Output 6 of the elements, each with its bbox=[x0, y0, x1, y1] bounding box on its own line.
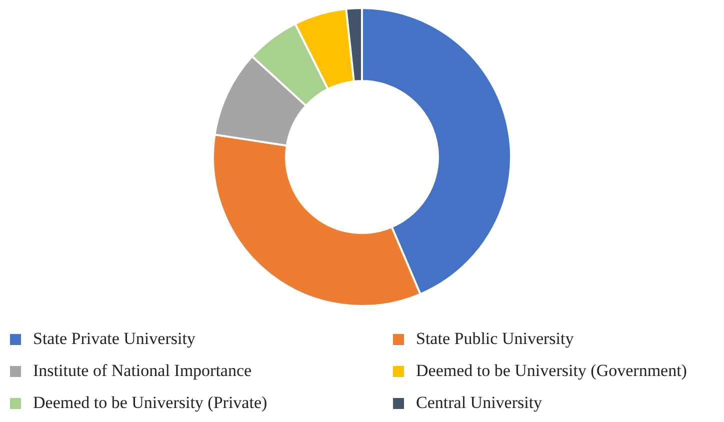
legend-label: State Private University bbox=[33, 329, 196, 349]
legend-label: Central University bbox=[416, 393, 542, 413]
legend-label: Deemed to be University (Private) bbox=[33, 393, 268, 413]
legend-label: Deemed to be University (Government) bbox=[416, 361, 687, 381]
legend-label: Institute of National Importance bbox=[33, 361, 252, 381]
legend-label: State Public University bbox=[416, 329, 574, 349]
